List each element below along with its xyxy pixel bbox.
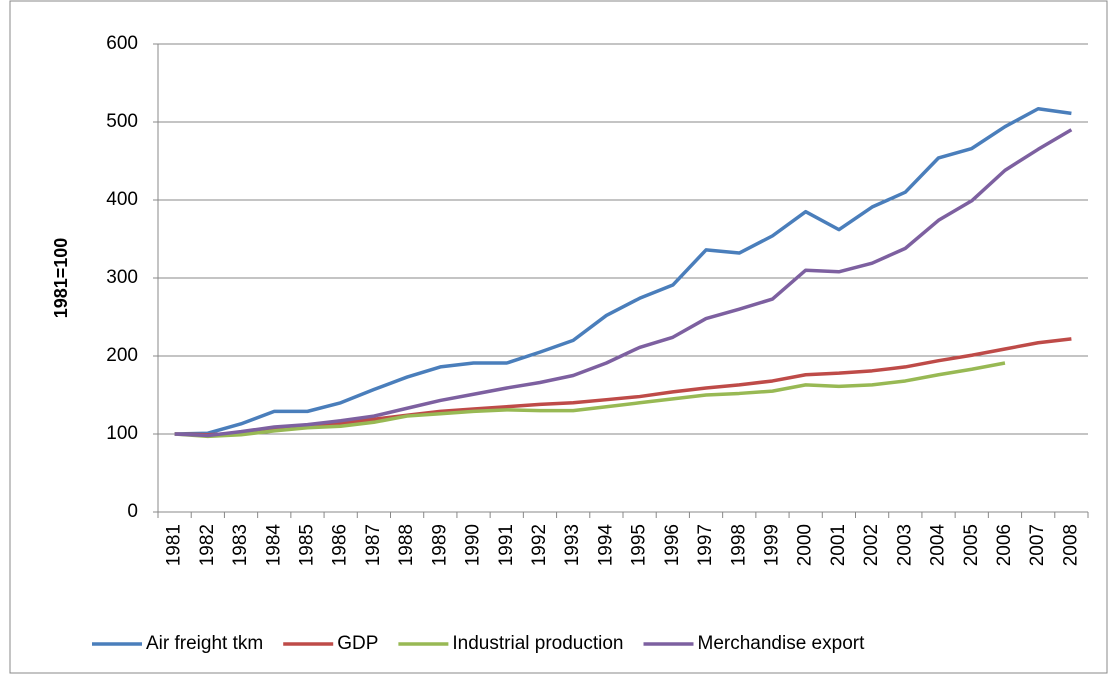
x-tick-label: 2002 [861, 524, 882, 566]
x-tick-label: 1996 [662, 524, 683, 566]
legend-label: GDP [337, 633, 378, 654]
y-tick-label: 400 [106, 189, 138, 210]
y-tick-label: 0 [127, 501, 138, 522]
x-tick-label: 1982 [197, 524, 218, 566]
x-tick-label: 1995 [629, 524, 650, 566]
x-tick-label: 1987 [363, 524, 384, 566]
series-line [174, 337, 1072, 437]
series-line [174, 128, 1073, 438]
series-line [174, 361, 1006, 439]
y-tick-label: 200 [106, 345, 138, 366]
series-line [174, 106, 1072, 436]
x-tick-label: 1991 [496, 524, 517, 566]
x-tick-label: 1990 [463, 524, 484, 566]
chart-frame [9, 0, 1108, 674]
x-tick-label: 2005 [961, 524, 982, 566]
x-tick-label: 2000 [795, 524, 816, 566]
x-tick-label: 2008 [1060, 524, 1081, 566]
x-tick-label: 1983 [230, 524, 251, 566]
x-tick-label: 1998 [728, 524, 749, 566]
x-tick-label: 1984 [263, 524, 284, 567]
x-tick-label: 1985 [296, 524, 317, 566]
legend-label: Merchandise export [698, 633, 866, 654]
x-tick-label: 1988 [396, 524, 417, 566]
x-tick-label: 2007 [1027, 524, 1048, 566]
x-tick-label: 2004 [928, 524, 949, 567]
x-tick-label: 1999 [761, 524, 782, 566]
y-tick-label: 600 [106, 33, 138, 54]
x-tick-label: 1989 [429, 524, 450, 566]
x-tick-label: 1997 [695, 524, 716, 566]
x-tick-label: 1993 [562, 524, 583, 566]
legend-label: Air freight tkm [146, 633, 263, 654]
y-axis-label: 1981=100 [51, 238, 71, 319]
x-tick-label: 2003 [894, 524, 915, 566]
x-tick-label: 1992 [529, 524, 550, 566]
x-tick-label: 1986 [330, 524, 351, 566]
y-tick-label: 100 [106, 423, 138, 444]
legend-label: Industrial production [452, 633, 623, 654]
y-tick-label: 300 [106, 267, 138, 288]
x-tick-label: 2006 [994, 524, 1015, 566]
x-tick-label: 1994 [595, 524, 616, 567]
y-tick-label: 500 [106, 111, 138, 132]
x-tick-label: 2001 [828, 524, 849, 566]
x-tick-label: 1981 [164, 524, 185, 566]
